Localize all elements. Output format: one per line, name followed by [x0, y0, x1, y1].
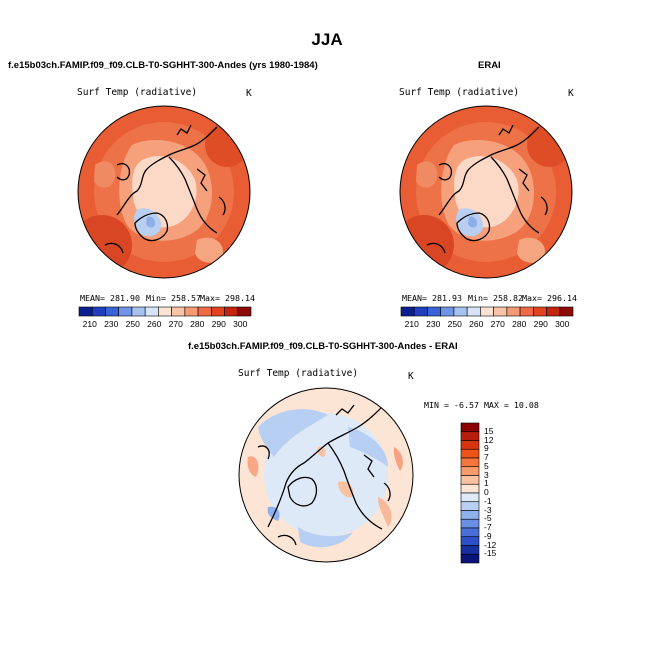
colorbar-swatch — [460, 431, 480, 441]
colorbar-tick-label: 210 — [82, 319, 97, 329]
colorbar-tick-label: -15 — [484, 548, 497, 559]
colorbar-swatch — [460, 518, 480, 529]
colorbar-swatch — [400, 306, 415, 317]
panel-model-max: Max= 298.14 — [200, 293, 255, 303]
colorbar-tick-label: 3 — [484, 469, 489, 480]
panel-obs-units: K — [568, 88, 574, 99]
colorbar-tick-label: 0 — [484, 487, 489, 497]
colorbar-swatch — [91, 306, 106, 317]
colorbar-swatch — [171, 306, 186, 317]
colorbar-swatch — [460, 553, 480, 564]
colorbar-swatch — [460, 466, 480, 476]
colorbar-swatch — [460, 492, 480, 503]
panel-obs-title: ERAI — [478, 60, 501, 71]
colorbar-tick-label: 270 — [168, 319, 183, 329]
colorbar-tick-label: -3 — [484, 504, 492, 515]
colorbar-tick-label: 210 — [404, 319, 419, 329]
colorbar-swatch — [427, 306, 441, 317]
panel-diff-colorbar — [460, 422, 480, 564]
colorbar-tick-label: -1 — [484, 495, 492, 506]
colorbar-tick-label: 270 — [490, 319, 505, 329]
colorbar-swatch — [533, 306, 547, 317]
panel-obs-mean: MEAN= 281.93 — [402, 293, 462, 303]
colorbar-tick-label: 290 — [533, 319, 548, 329]
colorbar-tick-label: 12 — [484, 434, 494, 445]
coastlines — [426, 124, 548, 254]
colorbar-tick-label: 260 — [147, 319, 162, 329]
panel-model-variable: Surf Temp (radiative) — [77, 87, 198, 98]
colorbar-tick-label: 280 — [190, 319, 205, 329]
colorbar-swatch — [460, 510, 480, 520]
colorbar-tick-label: 9 — [484, 443, 489, 454]
colorbar-swatch — [460, 501, 480, 511]
colorbar-swatch — [460, 422, 480, 433]
colorbar-tick-label: 290 — [211, 319, 226, 329]
panel-diff-minmax: MIN = -6.57 MAX = 10.08 — [424, 400, 539, 410]
colorbar-swatch — [466, 306, 481, 317]
colorbar-swatch — [158, 306, 172, 317]
colorbar-tick-label: -12 — [484, 539, 497, 550]
panel-model-colorbar — [78, 306, 252, 317]
colorbar-tick-label: 250 — [125, 319, 140, 329]
colorbar-swatch — [559, 306, 574, 317]
colorbar-tick-label: 250 — [447, 319, 462, 329]
colorbar-tick-label: 300 — [233, 319, 248, 329]
panel-model-map — [77, 105, 251, 279]
colorbar-tick-label: 260 — [469, 319, 484, 329]
panel-obs-map — [399, 105, 573, 279]
colorbar-swatch — [211, 306, 225, 317]
colorbar-swatch — [460, 448, 480, 459]
colorbar-swatch — [413, 306, 428, 317]
colorbar-swatch — [453, 306, 468, 317]
page-title: JJA — [311, 30, 343, 49]
colorbar-swatch — [460, 457, 480, 468]
panel-obs-colorbar — [400, 306, 574, 317]
colorbar-swatch — [460, 545, 480, 555]
colorbar-tick-label: 300 — [555, 319, 570, 329]
panel-diff-variable: Surf Temp (radiative) — [238, 368, 359, 379]
colorbar-tick-label: 280 — [512, 319, 527, 329]
colorbar-swatch — [519, 306, 534, 317]
panel-model-mean: MEAN= 281.90 — [80, 293, 140, 303]
panel-obs-variable: Surf Temp (radiative) — [399, 87, 520, 98]
colorbar-swatch — [506, 306, 521, 317]
panel-model-min: Min= 258.57 — [146, 293, 201, 303]
colorbar-swatch — [460, 527, 480, 538]
colorbar-tick-label: 5 — [484, 460, 489, 471]
colorbar-swatch — [78, 306, 93, 317]
colorbar-tick-label: -7 — [484, 522, 492, 532]
colorbar-tick-label: -5 — [484, 513, 492, 524]
colorbar-swatch — [460, 536, 480, 546]
colorbar-swatch — [493, 306, 508, 317]
colorbar-swatch — [131, 306, 146, 317]
colorbar-tick-label: 15 — [484, 425, 494, 436]
panel-diff-units: K — [408, 371, 414, 382]
panel-diff-map — [238, 387, 414, 563]
colorbar-swatch — [224, 306, 239, 317]
colorbar-swatch — [460, 440, 480, 450]
coastlines — [104, 124, 226, 254]
colorbar-tick-label: 7 — [484, 452, 489, 462]
colorbar-swatch — [460, 475, 480, 485]
colorbar-swatch — [460, 483, 480, 494]
panel-obs-min: Min= 258.82 — [468, 293, 523, 303]
colorbar-swatch — [480, 306, 494, 317]
colorbar-swatch — [184, 306, 199, 317]
coastlines — [257, 404, 391, 546]
colorbar-tick-label: 1 — [484, 478, 489, 489]
colorbar-swatch — [197, 306, 212, 317]
colorbar-tick-label: 230 — [104, 319, 119, 329]
colorbar-tick-label: 230 — [426, 319, 441, 329]
colorbar-swatch — [546, 306, 561, 317]
panel-model-title: f.e15b03ch.FAMIP.f09_f09.CLB-T0-SGHHT-30… — [8, 60, 318, 71]
panel-diff-title: f.e15b03ch.FAMIP.f09_f09.CLB-T0-SGHHT-30… — [188, 341, 458, 352]
panel-model-units: K — [246, 88, 252, 99]
colorbar-swatch — [237, 306, 252, 317]
colorbar-swatch — [440, 306, 455, 317]
colorbar-swatch — [118, 306, 133, 317]
colorbar-tick-label: -9 — [484, 530, 492, 541]
colorbar-swatch — [105, 306, 119, 317]
colorbar-swatch — [144, 306, 159, 317]
panel-obs-max: Max= 296.14 — [522, 293, 577, 303]
